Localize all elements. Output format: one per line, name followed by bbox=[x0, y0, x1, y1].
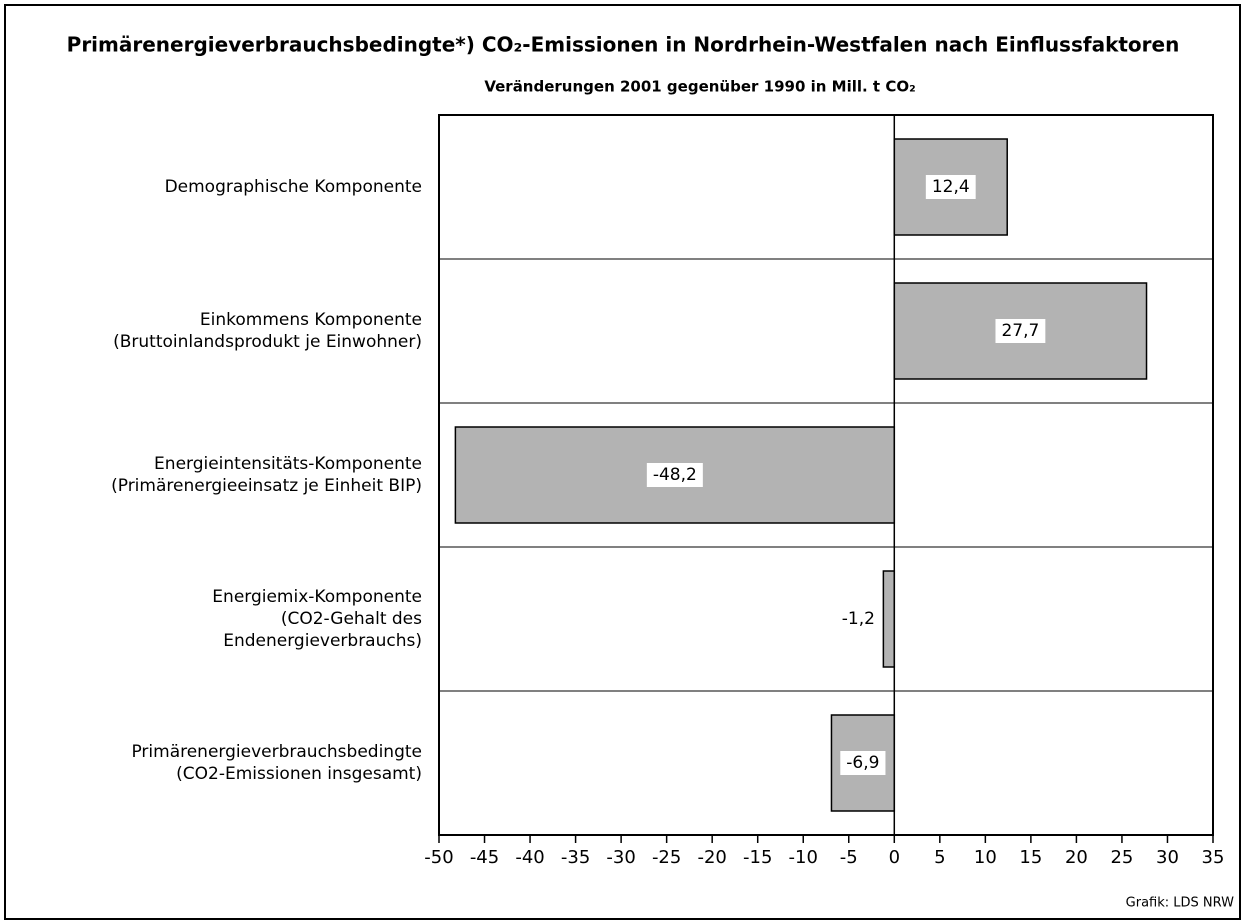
value-label: -48,2 bbox=[653, 465, 697, 485]
chart-title: Primärenergieverbrauchsbedingte*) CO₂-Em… bbox=[67, 33, 1180, 57]
bar bbox=[882, 570, 896, 668]
x-tick-label: -45 bbox=[470, 847, 499, 868]
x-tick-label: -25 bbox=[652, 847, 681, 868]
x-tick-label: 5 bbox=[934, 847, 945, 868]
category-label: Endenergieverbrauchs) bbox=[223, 631, 422, 651]
x-tick-label: 25 bbox=[1110, 847, 1133, 868]
x-tick-label: -50 bbox=[424, 847, 453, 868]
x-tick-label: -35 bbox=[561, 847, 590, 868]
value-label-bg bbox=[646, 463, 703, 487]
value-label: 27,7 bbox=[1001, 321, 1039, 341]
category-label: Demographische Komponente bbox=[165, 177, 422, 197]
category-label: Energieintensitäts-Komponente bbox=[154, 454, 422, 474]
x-tick-label: 20 bbox=[1065, 847, 1088, 868]
category-label: (CO2-Emissionen insgesamt) bbox=[176, 764, 422, 784]
x-tick-label: 10 bbox=[974, 847, 997, 868]
value-label: -6,9 bbox=[846, 753, 879, 773]
category-label: Energiemix-Komponente bbox=[212, 587, 422, 607]
category-label: (Primärenergieeinsatz je Einheit BIP) bbox=[111, 476, 422, 496]
category-label: (Bruttoinlandsprodukt je Einwohner) bbox=[113, 332, 422, 352]
x-tick-label: 35 bbox=[1202, 847, 1225, 868]
x-tick-label: -30 bbox=[606, 847, 635, 868]
x-tick-label: -5 bbox=[840, 847, 858, 868]
category-label: Primärenergieverbrauchsbedingte bbox=[131, 742, 422, 762]
value-label: -1,2 bbox=[842, 609, 875, 629]
x-tick-label: -20 bbox=[697, 847, 726, 868]
plot-area bbox=[438, 114, 1214, 836]
value-label-bg bbox=[840, 751, 886, 775]
x-tick-label: 15 bbox=[1019, 847, 1042, 868]
x-tick-label: -15 bbox=[743, 847, 772, 868]
source: Grafik: LDS NRW bbox=[1126, 896, 1234, 911]
value-label-bg bbox=[925, 175, 976, 199]
x-tick-label: 30 bbox=[1156, 847, 1179, 868]
value-label-bg bbox=[995, 319, 1046, 343]
category-label: (CO2-Gehalt des bbox=[281, 609, 422, 629]
x-tick-label: 0 bbox=[889, 847, 900, 868]
value-label: 12,4 bbox=[932, 177, 970, 197]
x-tick-label: -40 bbox=[515, 847, 544, 868]
chart-subtitle: Veränderungen 2001 gegenüber 1990 in Mil… bbox=[484, 78, 915, 96]
x-tick-label: -10 bbox=[789, 847, 818, 868]
frame bbox=[4, 4, 1241, 920]
category-label: Einkommens Komponente bbox=[200, 310, 422, 330]
